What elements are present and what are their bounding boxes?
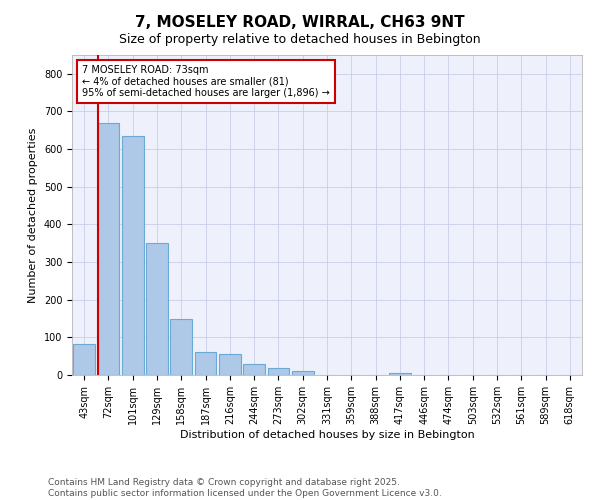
Text: 7, MOSELEY ROAD, WIRRAL, CH63 9NT: 7, MOSELEY ROAD, WIRRAL, CH63 9NT: [135, 15, 465, 30]
Text: Size of property relative to detached houses in Bebington: Size of property relative to detached ho…: [119, 32, 481, 46]
X-axis label: Distribution of detached houses by size in Bebington: Distribution of detached houses by size …: [179, 430, 475, 440]
Bar: [268, 368, 289, 375]
Bar: [73, 344, 95, 375]
Bar: [243, 364, 265, 375]
Bar: [97, 123, 119, 375]
Bar: [122, 136, 143, 375]
Y-axis label: Number of detached properties: Number of detached properties: [28, 128, 38, 302]
Bar: [146, 243, 168, 375]
Bar: [292, 371, 314, 375]
Bar: [194, 352, 217, 375]
Bar: [219, 354, 241, 375]
Text: 7 MOSELEY ROAD: 73sqm
← 4% of detached houses are smaller (81)
95% of semi-detac: 7 MOSELEY ROAD: 73sqm ← 4% of detached h…: [82, 64, 330, 98]
Bar: [170, 320, 192, 375]
Bar: [389, 373, 411, 375]
Text: Contains HM Land Registry data © Crown copyright and database right 2025.
Contai: Contains HM Land Registry data © Crown c…: [48, 478, 442, 498]
